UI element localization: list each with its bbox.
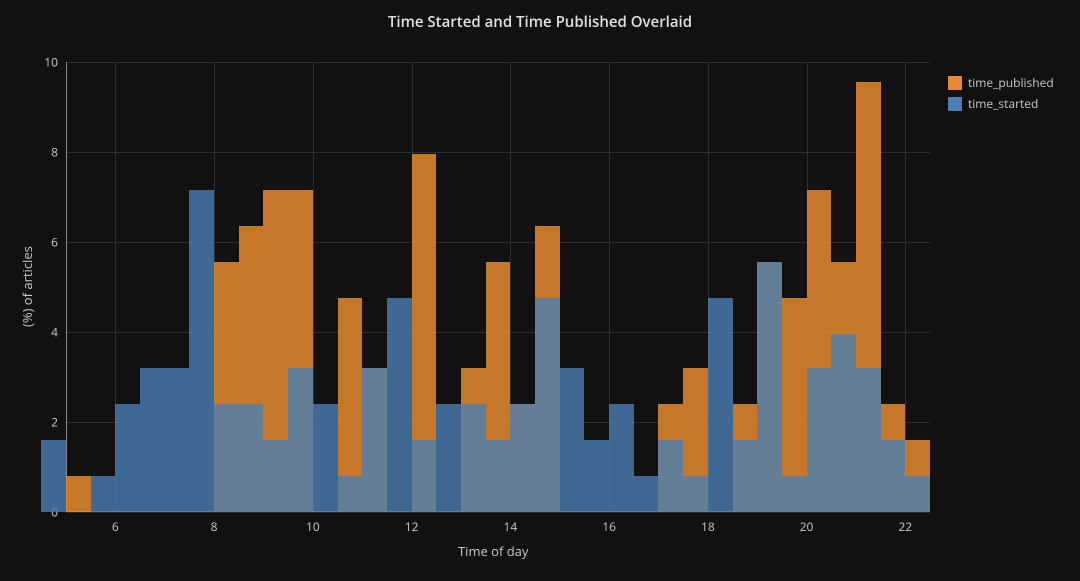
legend: time_published time_started [948,74,1054,116]
bar-time_started [486,440,511,512]
bar-time_started [263,440,288,512]
bar-time_started [338,476,363,512]
bar-time_started [905,476,930,512]
bar-time_started [634,476,659,512]
bar-time_started [91,476,116,512]
bar-time_started [658,440,683,512]
bar-time_started [115,404,140,512]
legend-item[interactable]: time_published [948,74,1054,91]
bar-time_started [831,334,856,512]
bar-time_started [165,368,190,512]
bar-time_published [66,476,91,512]
bar-time_started [436,404,461,512]
x-tick-label: 16 [602,518,616,535]
bar-time_started [288,368,313,512]
chart-title: Time Started and Time Published Overlaid [0,12,1080,32]
bar-time_started [313,404,338,512]
bar-time_started [41,440,66,512]
y-tick-label: 6 [38,234,58,251]
bar-time_started [214,404,239,512]
bar-time_started [362,368,387,512]
legend-label: time_started [968,95,1038,112]
x-tick-label: 10 [306,518,320,535]
x-axis-label: Time of day [458,542,528,560]
x-tick-label: 8 [211,518,218,535]
bar-time_started [461,404,486,512]
x-tick-label: 14 [503,518,517,535]
y-tick-label: 10 [38,54,58,71]
y-tick-label: 2 [38,414,58,431]
bar-time_started [683,476,708,512]
bar-time_started [881,440,906,512]
bar-time_started [140,368,165,512]
bar-time_started [412,440,437,512]
bar-time_started [387,298,412,512]
bar-time_started [807,368,832,512]
bar-time_started [584,440,609,512]
gridline-h [66,152,930,153]
bar-time_started [757,262,782,512]
bar-time_started [609,404,634,512]
legend-label: time_published [968,74,1054,91]
x-tick-label: 22 [898,518,912,535]
y-tick-label: 4 [38,324,58,341]
bar-time_started [708,298,733,512]
x-tick-label: 20 [800,518,814,535]
legend-item[interactable]: time_started [948,95,1054,112]
plot-area [66,62,930,512]
bar-time_started [510,404,535,512]
bar-time_started [189,190,214,512]
x-tick-label: 12 [405,518,419,535]
bar-time_started [239,404,264,512]
legend-swatch [948,97,962,111]
y-axis-label: (%) of articles [18,246,36,327]
y-axis-line [66,62,67,512]
gridline-h [66,512,930,513]
y-tick-label: 8 [38,144,58,161]
legend-swatch [948,76,962,90]
bar-time_started [560,368,585,512]
x-tick-label: 6 [112,518,119,535]
bar-time_started [856,368,881,512]
bar-time_started [535,298,560,512]
x-tick-label: 18 [701,518,715,535]
gridline-h [66,62,930,63]
bar-time_started [782,476,807,512]
bar-time_started [733,440,758,512]
